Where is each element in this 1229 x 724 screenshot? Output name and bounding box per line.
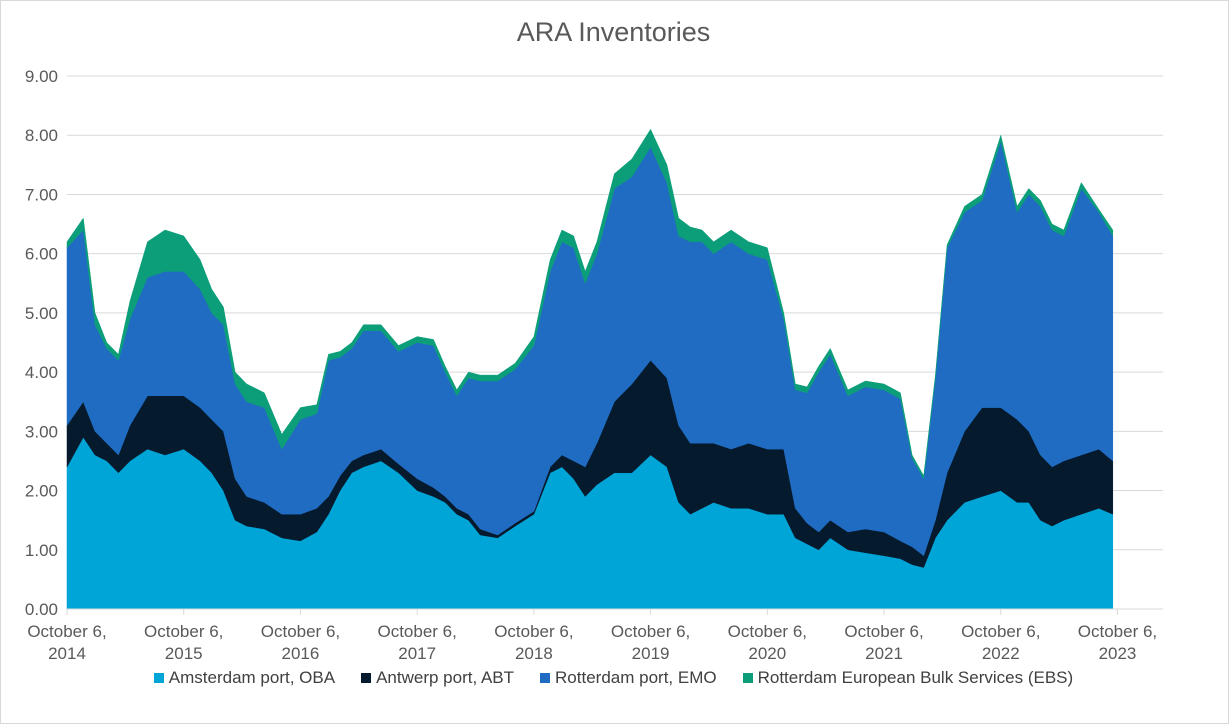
legend-swatch: [742, 673, 753, 683]
legend-label: Rotterdam port, EMO: [555, 668, 717, 687]
x-tick-label-line1: October 6,: [728, 622, 807, 641]
y-tick-label: 9.00: [25, 67, 58, 86]
x-tick-label-line2: 2019: [632, 644, 670, 663]
stacked-areas: [66, 128, 1114, 610]
x-tick-label-line2: 2015: [165, 644, 203, 663]
y-tick-label: 5.00: [25, 304, 58, 323]
x-tick-label-line2: 2020: [748, 644, 786, 663]
legend: Amsterdam port, OBA Antwerp port, ABT Rott…: [0, 668, 1227, 688]
legend-item: Rotterdam European Bulk Services (EBS): [742, 668, 1074, 688]
x-tick-label-line2: 2018: [515, 644, 553, 663]
y-tick-label: 4.00: [25, 363, 58, 382]
legend-swatch: [361, 673, 372, 683]
legend-item: Rotterdam port, EMO: [540, 668, 717, 688]
y-tick-label: 3.00: [25, 422, 58, 441]
x-tick-label-line1: October 6,: [961, 622, 1040, 641]
y-tick-label: 8.00: [25, 126, 58, 145]
axes: 0.00 1.00 2.00 3.00 4.00 5.00 6.00 7.00 8.00 9.00…: [25, 67, 1163, 663]
x-tick-label-line2: 2016: [282, 644, 320, 663]
chart-title: ARA Inventories: [516, 17, 711, 47]
x-tick-label-line1: October 6,: [611, 622, 690, 641]
x-tick-label-line2: 2014: [48, 644, 86, 663]
x-tick-label-line1: October 6,: [27, 622, 106, 641]
y-tick-label: 2.00: [25, 482, 58, 501]
area-series-4: [66, 128, 1114, 480]
x-tick-label-line1: October 6,: [377, 622, 456, 641]
legend-swatch: [153, 673, 164, 683]
legend-label: Rotterdam European Bulk Services (EBS): [757, 668, 1074, 687]
x-tick-label-line2: 2022: [982, 644, 1020, 663]
x-tick-label-line1: October 6,: [844, 622, 923, 641]
legend-swatch: [540, 673, 551, 683]
x-tick-label-line1: October 6,: [494, 622, 573, 641]
legend-item: Antwerp port, ABT: [361, 668, 514, 688]
x-tick-label-line2: 2023: [1099, 644, 1137, 663]
x-tick-label-line1: October 6,: [1078, 622, 1157, 641]
legend-label: Amsterdam port, OBA: [168, 668, 336, 687]
y-tick-label: 0.00: [25, 600, 58, 619]
x-tick-label-line1: October 6,: [261, 622, 340, 641]
legend-item: Amsterdam port, OBA: [153, 668, 336, 688]
x-tick-label-line1: October 6,: [144, 622, 223, 641]
x-tick-label-line2: 2021: [865, 644, 903, 663]
legend-label: Antwerp port, ABT: [376, 668, 515, 687]
y-tick-label: 6.00: [25, 245, 58, 264]
y-tick-label: 7.00: [25, 185, 58, 204]
y-tick-label: 1.00: [25, 541, 58, 560]
x-tick-label-line2: 2017: [398, 644, 436, 663]
